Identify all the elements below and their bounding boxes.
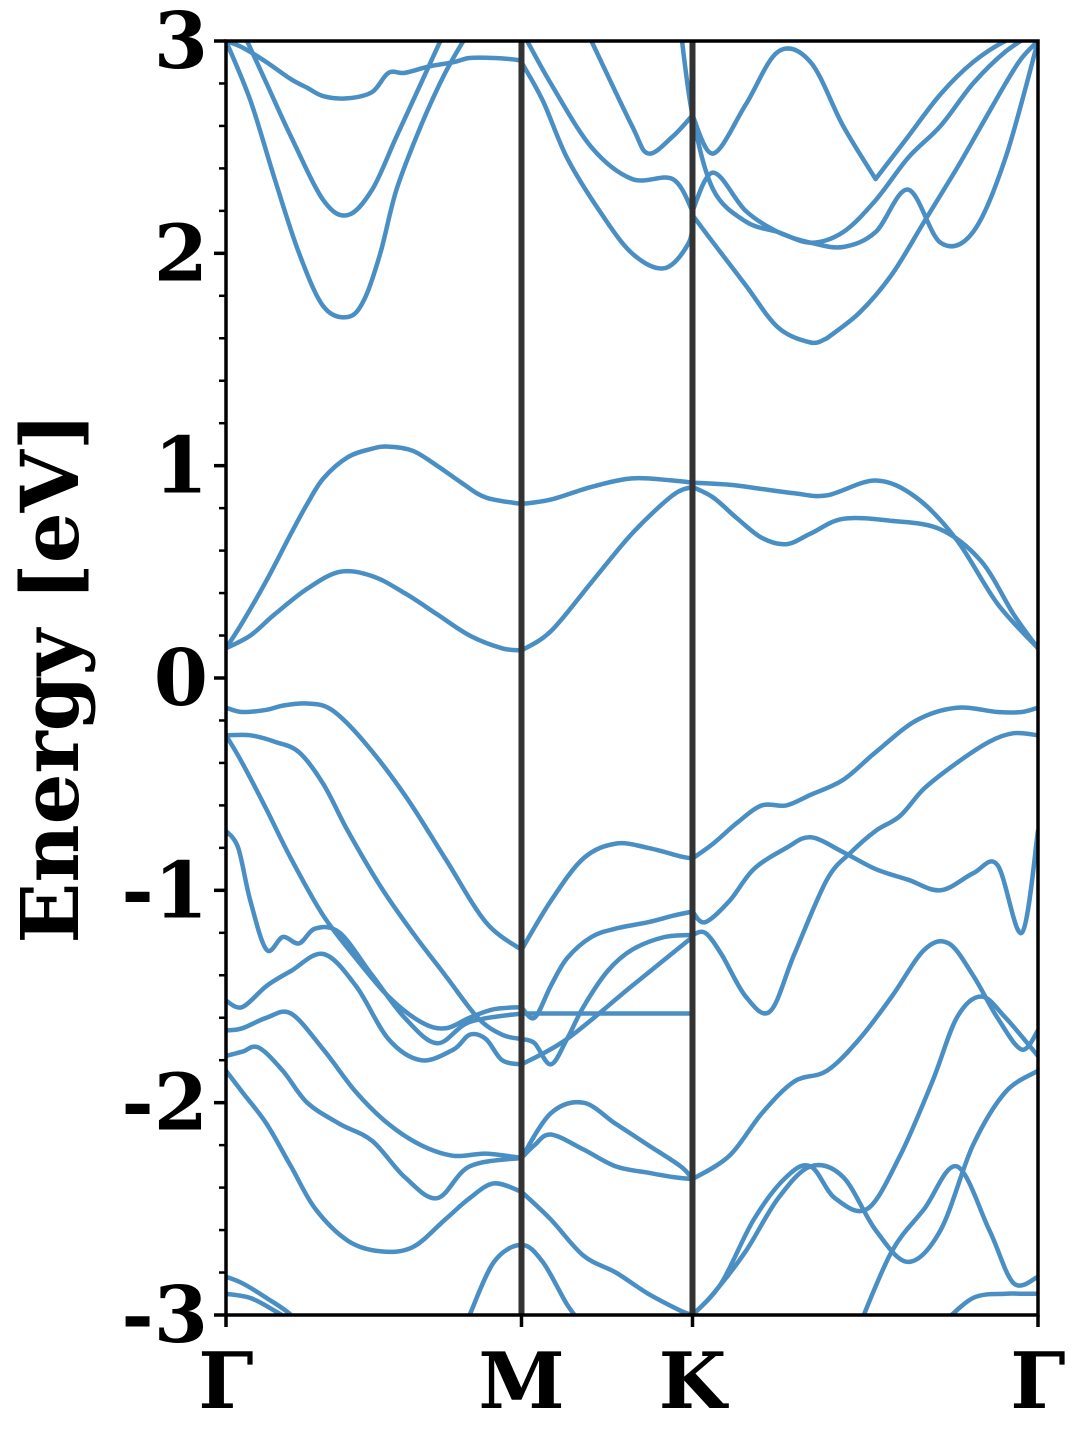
band-8 <box>519 840 695 953</box>
band-9 <box>690 705 1038 861</box>
band-41 <box>524 41 695 214</box>
x-tick-label: Γ <box>1010 1336 1065 1427</box>
y-tick-label: 2 <box>154 208 208 299</box>
band-21 <box>519 1132 695 1182</box>
band-34 <box>226 41 310 90</box>
band-44 <box>690 46 878 182</box>
x-tick-label: M <box>478 1336 564 1427</box>
band-32 <box>861 1164 1038 1315</box>
band-29 <box>226 1274 295 1315</box>
y-tick-label: 1 <box>154 421 208 512</box>
y-tick-label: 3 <box>154 0 208 87</box>
band-1 <box>226 444 524 651</box>
band-46 <box>679 41 1025 245</box>
band-11 <box>519 932 695 1067</box>
band-18 <box>226 951 524 1067</box>
y-axis-label: Energy [eV] <box>3 412 97 943</box>
band-43 <box>589 41 695 156</box>
band-10 <box>226 732 524 1042</box>
band-5 <box>519 484 695 653</box>
band-15 <box>690 828 1038 936</box>
band-12 <box>690 730 1038 1016</box>
y-tick-label: -2 <box>121 1058 208 1149</box>
band-33 <box>948 1291 1038 1315</box>
band-14 <box>519 909 695 1021</box>
band-35 <box>304 55 524 101</box>
band-40 <box>244 41 443 218</box>
band-3 <box>690 478 1038 651</box>
band-6 <box>690 484 1038 651</box>
band-19 <box>519 934 695 1067</box>
band-37 <box>690 212 830 346</box>
band-42 <box>690 41 1038 250</box>
band-39 <box>226 41 466 320</box>
band-45 <box>873 41 1012 182</box>
x-tick-label: Γ <box>198 1336 253 1427</box>
band-22 <box>690 938 1038 1182</box>
band-lines <box>226 41 1038 1315</box>
band-25 <box>226 1068 524 1255</box>
x-tick-label: K <box>659 1336 730 1427</box>
band-38 <box>824 41 1038 341</box>
band-26 <box>519 1189 695 1315</box>
band-7 <box>226 701 524 953</box>
band-2 <box>519 475 695 507</box>
y-tick-label: -3 <box>121 1270 208 1361</box>
band-24 <box>519 1100 695 1182</box>
band-30 <box>226 1291 287 1315</box>
band-27 <box>690 994 1038 1315</box>
band-31 <box>467 1242 578 1315</box>
band-4 <box>226 568 524 653</box>
band-16 <box>226 828 524 1046</box>
y-axis: 3 2 1 0 -1 -2 -3 <box>121 0 226 1361</box>
band-36 <box>519 59 695 271</box>
band-23 <box>226 1044 524 1201</box>
band-20 <box>226 1009 524 1161</box>
y-tick-label: 0 <box>154 633 208 724</box>
kpoint-lines <box>518 41 696 1315</box>
y-tick-label: -1 <box>121 845 208 936</box>
band-28 <box>690 1068 1038 1315</box>
